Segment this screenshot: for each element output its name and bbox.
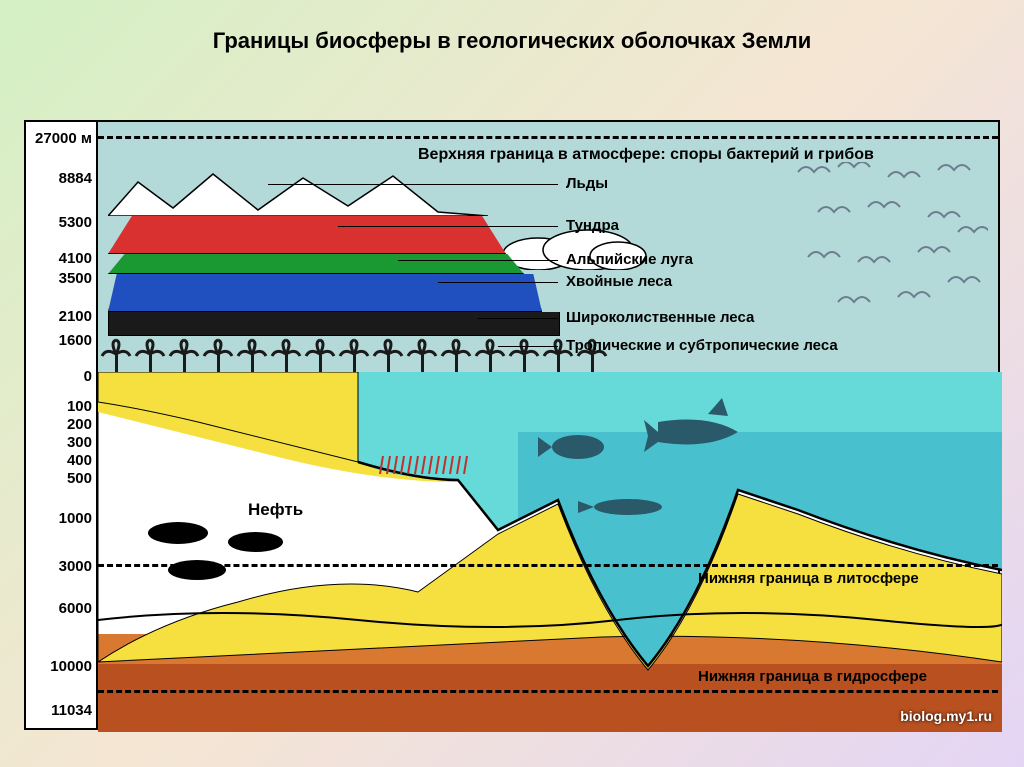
zone-leader (338, 226, 558, 227)
scale-tick: 500 (67, 470, 92, 487)
zone-leader (498, 346, 558, 347)
scale-tick: 10000 (50, 658, 92, 675)
scale-tick: 200 (67, 416, 92, 433)
watermark: biolog.my1.ru (900, 708, 992, 724)
scale-tick: 1000 (59, 510, 92, 527)
mountain-layer (108, 216, 506, 254)
zone-label: Альпийские луга (566, 251, 693, 268)
scale-tick: 1600 (59, 332, 92, 349)
scale-tick: 100 (67, 398, 92, 415)
scale-tick: 27000 м (35, 130, 92, 147)
tropical-trees-icon (98, 336, 618, 372)
scale-tick: 3500 (59, 270, 92, 287)
birds-icon (778, 162, 988, 342)
lithosphere-boundary-line (98, 564, 998, 567)
zone-label: Широколиственные леса (566, 309, 754, 326)
zone-leader (438, 282, 558, 283)
zone-leader (478, 318, 558, 319)
oil-label: Нефть (248, 500, 303, 520)
oil-spot-icon (148, 522, 208, 544)
scale-tick: 4100 (59, 250, 92, 267)
oil-spot-icon (228, 532, 283, 552)
scale-tick: 8884 (59, 170, 92, 187)
mountain-peaks (108, 170, 488, 216)
zone-label: Тропические и субтропические леса (566, 337, 838, 354)
zone-label: Хвойные леса (566, 273, 672, 290)
lithosphere-boundary-label: Нижняя граница в литосфере (698, 570, 919, 587)
zone-leader (268, 184, 558, 185)
page-title: Границы биосферы в геологических оболочк… (0, 0, 1024, 72)
biosphere-diagram: 27000 м888453004100350021001600010020030… (24, 120, 1000, 730)
scale-tick: 0 (84, 368, 92, 385)
scale-tick: 400 (67, 452, 92, 469)
mountain-layer (108, 254, 524, 274)
scale-tick: 300 (67, 434, 92, 451)
oil-spot-icon (168, 560, 226, 580)
mountain-layer (108, 312, 560, 336)
scale-tick: 3000 (59, 558, 92, 575)
marine-life-icon (518, 392, 798, 532)
zone-label: Тундра (566, 217, 619, 234)
scale-tick: 11034 (51, 702, 92, 719)
scale-tick: 2100 (59, 308, 92, 325)
scale-tick: 5300 (59, 214, 92, 231)
scale-column: 27000 м888453004100350021001600010020030… (26, 122, 98, 728)
zone-label: Льды (566, 175, 608, 192)
plot-area: Верхняя граница в атмосфере: споры бакте… (98, 122, 998, 728)
hydrosphere-boundary-line (98, 690, 998, 693)
mountain-layer (108, 274, 542, 312)
scale-tick: 6000 (59, 600, 92, 617)
shelf-vegetation-icon (378, 454, 468, 474)
hydrosphere-boundary-label: Нижняя граница в гидросфере (698, 668, 927, 685)
upper-boundary-line (98, 136, 998, 139)
zone-leader (398, 260, 558, 261)
